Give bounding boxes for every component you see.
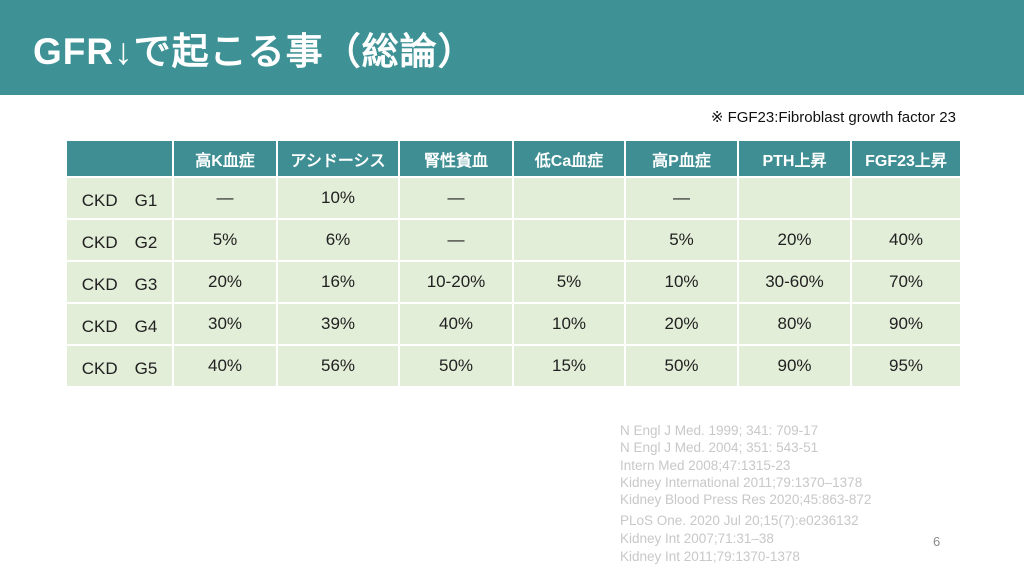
data-cell: 40% bbox=[398, 302, 514, 346]
reference-list: N Engl J Med. 1999; 341: 709-17 N Engl J… bbox=[620, 422, 871, 566]
column-header-renal-anemia: 腎性貧血 bbox=[398, 139, 514, 178]
reference-group-1: N Engl J Med. 1999; 341: 709-17 N Engl J… bbox=[620, 422, 871, 508]
page-number: 6 bbox=[933, 534, 941, 549]
data-cell: — bbox=[172, 176, 278, 220]
data-cell: 30% bbox=[172, 302, 278, 346]
data-cell: 10% bbox=[276, 176, 400, 220]
column-header-empty bbox=[65, 139, 174, 178]
data-cell: 20% bbox=[172, 260, 278, 304]
row-label: CKD G1 bbox=[65, 176, 174, 220]
data-cell: 95% bbox=[850, 344, 962, 388]
row-label: CKD G4 bbox=[65, 302, 174, 346]
reference-group-2: PLoS One. 2020 Jul 20;15(7):e0236132 Kid… bbox=[620, 512, 871, 566]
title-banner: GFR↓で起こる事（総論） bbox=[0, 0, 1024, 95]
data-cell: 6% bbox=[276, 218, 400, 262]
table-header-row: 高K血症 アシドーシス 腎性貧血 低Ca血症 高P血症 PTH上昇 FGF23上… bbox=[65, 139, 962, 178]
reference-line: PLoS One. 2020 Jul 20;15(7):e0236132 bbox=[620, 513, 859, 529]
data-cell: — bbox=[624, 176, 739, 220]
data-cell: 40% bbox=[850, 218, 962, 262]
table-row-ckd-g3: CKD G3 20% 16% 10-20% 5% 10% 30-60% 70% bbox=[65, 260, 962, 304]
reference-line: Kidney International 2011;79:1370–1378 bbox=[620, 474, 863, 490]
table-row-ckd-g2: CKD G2 5% 6% — 5% 20% 40% bbox=[65, 218, 962, 262]
data-cell: 30-60% bbox=[737, 260, 852, 304]
row-label: CKD G5 bbox=[65, 344, 174, 388]
table-row-ckd-g4: CKD G4 30% 39% 40% 10% 20% 80% 90% bbox=[65, 302, 962, 346]
reference-line: Kidney Int 2011;79:1370-1378 bbox=[620, 549, 800, 565]
row-label: CKD G3 bbox=[65, 260, 174, 304]
data-cell bbox=[850, 176, 962, 220]
column-header-hypocalcemia: 低Ca血症 bbox=[512, 139, 626, 178]
data-cell: 90% bbox=[737, 344, 852, 388]
row-label: CKD G2 bbox=[65, 218, 174, 262]
data-cell: 70% bbox=[850, 260, 962, 304]
column-header-pth-rise: PTH上昇 bbox=[737, 139, 852, 178]
data-cell: 56% bbox=[276, 344, 400, 388]
data-cell: 5% bbox=[172, 218, 278, 262]
data-cell: 80% bbox=[737, 302, 852, 346]
reference-line: Kidney Blood Press Res 2020;45:863-872 bbox=[620, 492, 872, 508]
table-row-ckd-g1: CKD G1 — 10% — — bbox=[65, 176, 962, 220]
reference-line: Intern Med 2008;47:1315-23 bbox=[620, 457, 791, 473]
data-cell: 10% bbox=[624, 260, 739, 304]
data-cell: 90% bbox=[850, 302, 962, 346]
slide-title: GFR↓で起こる事（総論） bbox=[33, 30, 476, 72]
table-row-ckd-g5: CKD G5 40% 56% 50% 15% 50% 90% 95% bbox=[65, 344, 962, 388]
fgf23-footnote: ※ FGF23:Fibroblast growth factor 23 bbox=[710, 109, 956, 126]
data-cell: 20% bbox=[624, 302, 739, 346]
column-header-hyperkalemia: 高K血症 bbox=[172, 139, 278, 178]
data-cell: 5% bbox=[624, 218, 739, 262]
column-header-hyperphosphatemia: 高P血症 bbox=[624, 139, 739, 178]
column-header-fgf23-rise: FGF23上昇 bbox=[850, 139, 962, 178]
data-cell: 50% bbox=[398, 344, 514, 388]
data-cell bbox=[512, 218, 626, 262]
data-cell: 20% bbox=[737, 218, 852, 262]
data-cell: 39% bbox=[276, 302, 400, 346]
reference-line: N Engl J Med. 1999; 341: 709-17 bbox=[620, 423, 819, 438]
reference-line: N Engl J Med. 2004; 351: 543-51 bbox=[620, 440, 819, 456]
data-cell bbox=[737, 176, 852, 220]
column-header-acidosis: アシドーシス bbox=[276, 139, 400, 178]
data-cell: 10% bbox=[512, 302, 626, 346]
ckd-complications-table: 高K血症 アシドーシス 腎性貧血 低Ca血症 高P血症 PTH上昇 FGF23上… bbox=[65, 139, 962, 388]
data-cell: 50% bbox=[624, 344, 739, 388]
data-cell: — bbox=[398, 218, 514, 262]
data-cell: 5% bbox=[512, 260, 626, 304]
data-cell: 15% bbox=[512, 344, 626, 388]
data-cell bbox=[512, 176, 626, 220]
data-cell: — bbox=[398, 176, 514, 220]
data-cell: 10-20% bbox=[398, 260, 514, 304]
data-cell: 40% bbox=[172, 344, 278, 388]
data-cell: 16% bbox=[276, 260, 400, 304]
reference-line: Kidney Int 2007;71:31–38 bbox=[620, 531, 774, 547]
